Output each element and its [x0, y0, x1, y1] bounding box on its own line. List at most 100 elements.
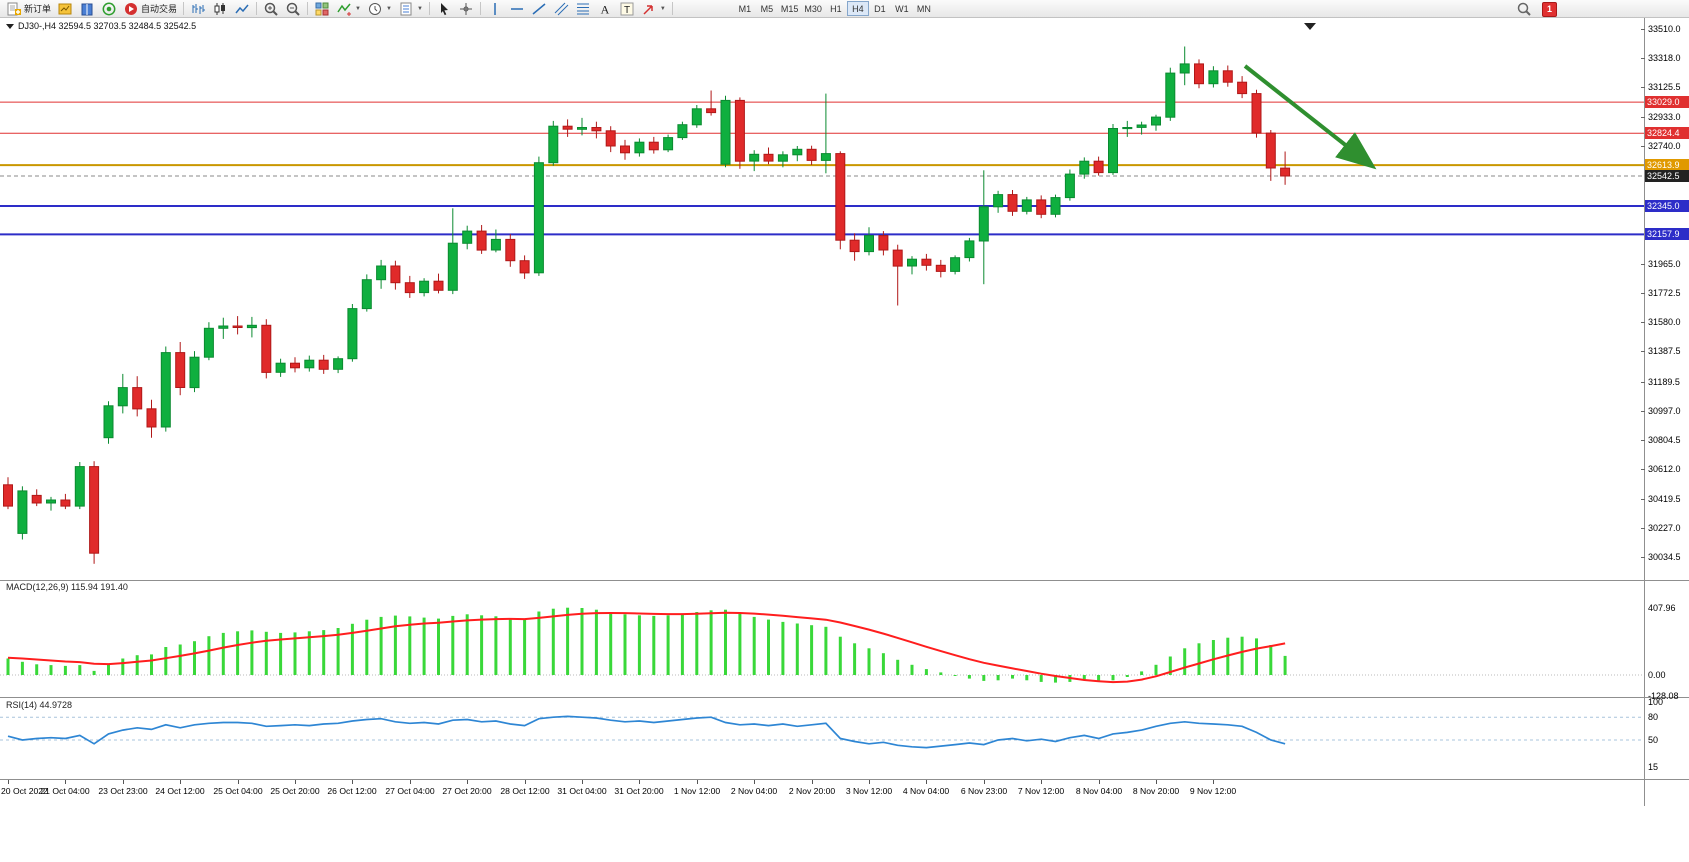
panel-separator[interactable] [0, 580, 1689, 581]
line-chart-button[interactable] [231, 0, 253, 18]
zoom-in-button[interactable] [260, 0, 282, 18]
chevron-down-icon[interactable] [6, 23, 14, 29]
price-axis-label: 31189.5 [1648, 377, 1680, 387]
price-axis[interactable]: 33510.0 33318.0 33125.5 32933.0 32740.0 31965… [1641, 18, 1689, 806]
timeframe-button-M1[interactable]: M1 [738, 3, 752, 14]
textA-icon: A [597, 1, 613, 17]
axis-tick [1641, 58, 1645, 59]
axis-tick [1641, 557, 1645, 558]
toolbar-separator [256, 2, 258, 15]
candles-icon [212, 1, 228, 17]
rsi-indicator-label: RSI(14) 44.9728 [6, 700, 73, 710]
time-axis-label: 2 Nov 20:00 [788, 786, 836, 796]
search-icon[interactable] [1513, 0, 1535, 18]
axis-tick [1641, 440, 1645, 441]
zoom-out-icon [285, 1, 301, 17]
chevron-down-icon: ▼ [385, 5, 392, 12]
bar-chart-button[interactable] [187, 0, 209, 18]
equidistant-channel-button[interactable] [550, 0, 572, 18]
charts-icon[interactable] [54, 0, 76, 18]
doc-plus-icon [6, 1, 22, 17]
price-axis-label: 32740.0 [1648, 141, 1681, 151]
time-tick [352, 780, 353, 784]
main-chart-plot[interactable] [0, 18, 1689, 580]
price-axis-label: 30419.5 [1648, 494, 1681, 504]
rsi-axis-label: 100 [1648, 697, 1664, 707]
fibonacci-button[interactable] [572, 0, 594, 18]
toolbar-separator [428, 2, 430, 15]
panel-separator[interactable] [0, 697, 1689, 698]
timeframe-button-MN[interactable]: MN [916, 3, 931, 14]
time-axis-label: 4 Nov 04:00 [902, 786, 950, 796]
text-button[interactable]: A [594, 0, 616, 18]
hline-icon [509, 1, 525, 17]
crosshair-icon [458, 1, 474, 17]
macd-panel-plot[interactable] [0, 581, 1689, 698]
indicators-button[interactable]: ▼ [333, 0, 364, 18]
time-tick [754, 780, 755, 784]
text-label-button[interactable]: T [616, 0, 638, 18]
rsi-panel-plot[interactable] [0, 698, 1689, 780]
horizontal-line-button[interactable] [506, 0, 528, 18]
axis-tick [1641, 469, 1645, 470]
timeframe-button-H4[interactable]: H4 [846, 1, 869, 16]
cursor-button[interactable] [433, 0, 455, 18]
time-tick [1156, 780, 1157, 784]
axis-tick [1641, 146, 1645, 147]
timeframe-button-M30[interactable]: M30 [804, 3, 822, 14]
timeframe-toolbar: M1 M5 M15 M30 H1 H4 D1 W1 MN [734, 1, 935, 16]
new-order-button[interactable]: 新订单 [3, 0, 54, 18]
textT-icon: T [619, 1, 635, 17]
macd-histogram [0, 607, 1644, 684]
periods-button[interactable]: ▼ [364, 0, 395, 18]
navigator-icon[interactable] [98, 0, 120, 18]
rsi-axis-label: 15 [1648, 762, 1659, 772]
market-watch-icon[interactable] [76, 0, 98, 18]
tile-windows-button[interactable] [311, 0, 333, 18]
timeframe-button-W1[interactable]: W1 [895, 3, 909, 14]
timeframe-button-D1[interactable]: D1 [874, 3, 886, 14]
candles [0, 23, 1644, 564]
price-axis-label: 33318.0 [1648, 53, 1681, 63]
time-axis-label: 20 Oct 2022 [1, 786, 48, 796]
time-tick [812, 780, 813, 784]
time-tick [697, 780, 698, 784]
time-tick [525, 780, 526, 784]
timeframe-button-H1[interactable]: H1 [830, 3, 842, 14]
time-tick [180, 780, 181, 784]
time-axis-label: 31 Oct 04:00 [557, 786, 607, 796]
candlestick-chart-button[interactable] [209, 0, 231, 18]
time-axis-label: 28 Oct 12:00 [500, 786, 550, 796]
chart-shift-marker[interactable] [1304, 23, 1316, 30]
time-tick [1099, 780, 1100, 784]
notification-badge[interactable]: 1 [1542, 1, 1557, 17]
autotrading-button[interactable]: 自动交易 [120, 0, 180, 18]
price-tag-32613.9: 32613.9 [1645, 159, 1689, 171]
timeframe-button-M5[interactable]: M5 [760, 3, 774, 14]
template-icon [398, 1, 414, 17]
time-tick [869, 780, 870, 784]
rsi-line [7, 715, 1286, 749]
time-axis-label: 7 Nov 12:00 [1017, 786, 1065, 796]
trend-arrow-annotation[interactable] [1243, 64, 1377, 170]
time-tick [8, 780, 9, 784]
chart-window[interactable]: DJ30-,H4 32594.5 32703.5 32484.5 32542.5… [0, 18, 1689, 806]
clock-icon [367, 1, 383, 17]
arrows-button[interactable]: ▼ [638, 0, 669, 18]
templates-button[interactable]: ▼ [395, 0, 426, 18]
indicator-icon [336, 1, 352, 17]
price-axis-label: 31772.5 [1648, 288, 1681, 298]
time-axis[interactable]: 20 Oct 2022 21 Oct 04:00 23 Oct 23:00 24 Oc… [0, 780, 1689, 806]
vertical-line-button[interactable] [484, 0, 506, 18]
time-tick [582, 780, 583, 784]
price-tag-32345.0: 32345.0 [1645, 200, 1689, 212]
timeframe-button-M15[interactable]: M15 [780, 3, 799, 14]
trendline-button[interactable] [528, 0, 550, 18]
time-axis-label: 8 Nov 04:00 [1075, 786, 1123, 796]
time-axis-label: 8 Nov 20:00 [1132, 786, 1180, 796]
polyline-icon [234, 1, 250, 17]
zoom-out-button[interactable] [282, 0, 304, 18]
price-axis-label: 30804.5 [1648, 435, 1681, 445]
crosshair-button[interactable] [455, 0, 477, 18]
toolbar-separator [307, 2, 309, 15]
